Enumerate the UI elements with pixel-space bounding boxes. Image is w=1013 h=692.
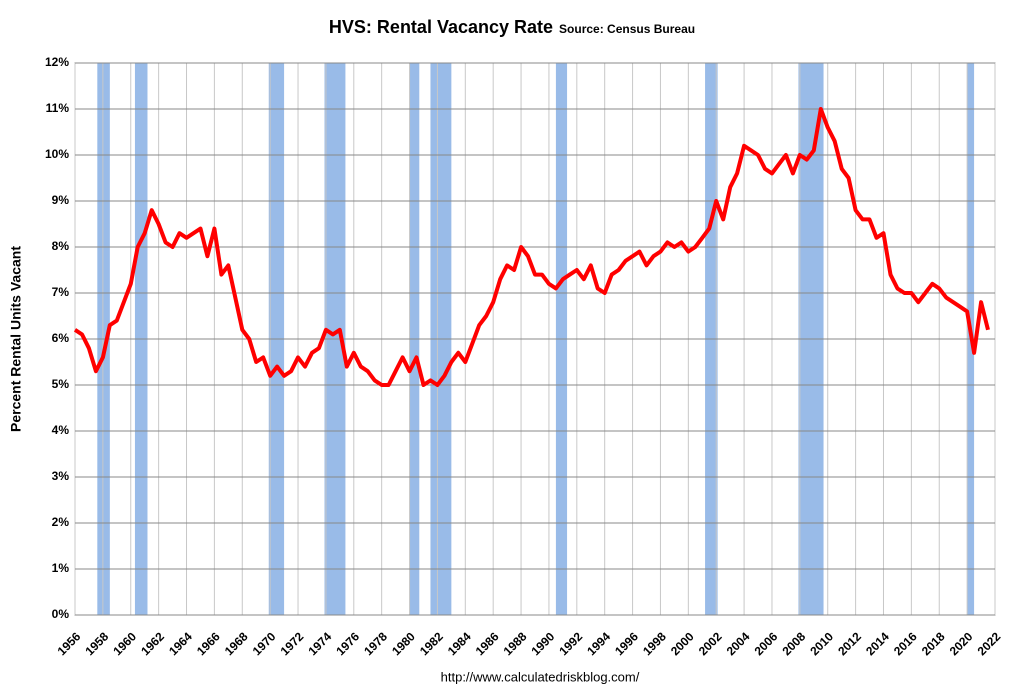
x-tick-label: 2016	[891, 629, 920, 658]
x-tick-label: 2020	[947, 629, 976, 658]
x-tick-label: 1984	[445, 629, 474, 658]
y-tick-label: 7%	[52, 285, 70, 299]
x-tick-label: 2022	[975, 629, 1004, 658]
x-tick-label: 1978	[361, 629, 390, 658]
x-tick-label: 1988	[501, 629, 530, 658]
y-tick-label: 6%	[52, 331, 70, 345]
x-tick-label: 1956	[55, 629, 84, 658]
x-tick-label: 1990	[529, 629, 558, 658]
x-tick-label: 1968	[222, 629, 251, 658]
x-tick-label: 2012	[835, 629, 864, 658]
x-tick-label: 1964	[166, 629, 195, 658]
footer: http://www.calculatedriskblog.com/	[441, 669, 640, 684]
y-tick-label: 11%	[46, 101, 70, 115]
chart-subtitle: Source: Census Bureau	[559, 22, 695, 36]
y-tick-label: 9%	[52, 193, 70, 207]
y-tick-label: 1%	[52, 561, 70, 575]
x-tick-label: 2014	[863, 629, 892, 658]
y-tick-label: 12%	[45, 55, 69, 69]
y-tick-label: 10%	[45, 147, 69, 161]
x-tick-label: 2004	[724, 629, 753, 658]
x-tick-label: 1962	[138, 629, 167, 658]
y-tick-label: 0%	[52, 607, 70, 621]
x-tick-label: 2002	[696, 629, 725, 658]
y-tick-label: 4%	[52, 423, 70, 437]
x-tick-label: 1986	[473, 629, 502, 658]
x-tick-label: 2000	[668, 629, 697, 658]
chart-title: HVS: Rental Vacancy Rate	[329, 17, 553, 37]
y-tick-label: 5%	[52, 377, 70, 391]
y-tick-label: 3%	[52, 469, 70, 483]
y-axis-label: Percent Rental Units Vacant	[8, 246, 24, 432]
x-tick-label: 1982	[417, 629, 446, 658]
y-tick-label: 8%	[52, 239, 70, 253]
x-tick-label: 1966	[194, 629, 223, 658]
x-tick-label: 1992	[556, 629, 585, 658]
x-tick-label: 2018	[919, 629, 948, 658]
x-tick-label: 2008	[779, 629, 808, 658]
x-tick-label: 1958	[82, 629, 111, 658]
data-line	[73, 107, 990, 387]
x-tick-label: 1980	[389, 629, 418, 658]
x-tick-label: 1960	[110, 629, 139, 658]
x-tick-label: 1974	[305, 629, 334, 658]
x-tick-label: 1994	[584, 629, 613, 658]
x-tick-label: 2006	[752, 629, 781, 658]
y-tick-label: 2%	[52, 515, 70, 529]
x-tick-label: 1976	[333, 629, 362, 658]
x-tick-label: 1998	[640, 629, 669, 658]
x-tick-label: 1972	[278, 629, 307, 658]
x-tick-label: 1996	[612, 629, 641, 658]
x-tick-label: 1970	[250, 629, 279, 658]
x-tick-label: 2010	[807, 629, 836, 658]
